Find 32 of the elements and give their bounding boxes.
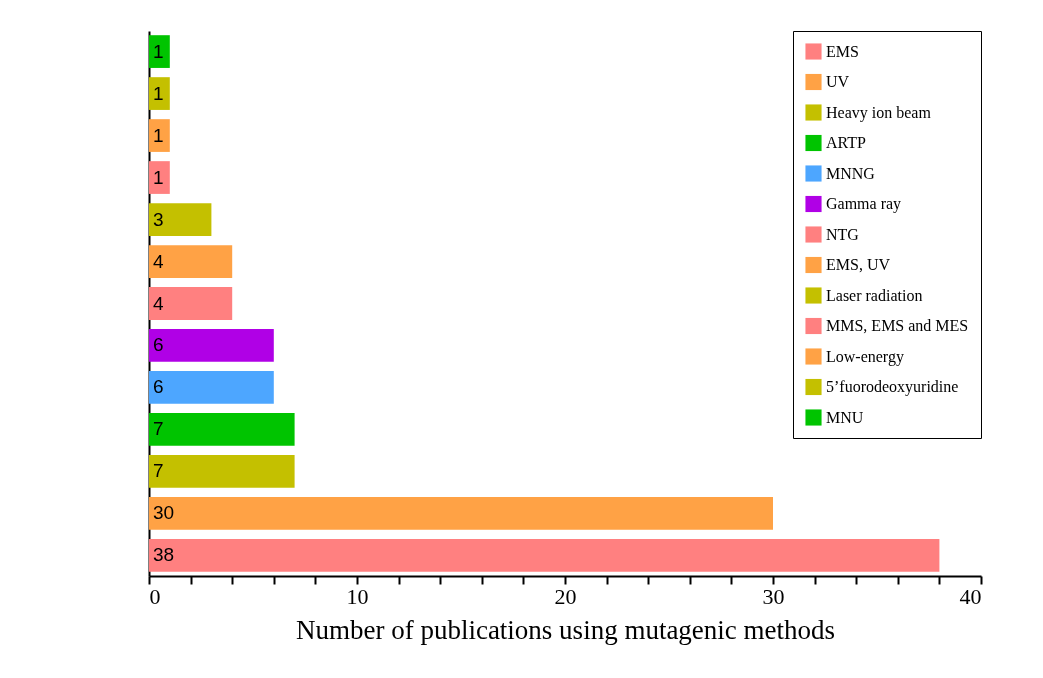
legend-label: NTG bbox=[826, 225, 860, 243]
x-axis-title: Number of publications using mutagenic methods bbox=[295, 614, 836, 645]
legend-label: 5’fuorodeoxyuridine bbox=[826, 378, 959, 396]
data-label: 6 bbox=[153, 376, 164, 398]
x-tick-label: 0 bbox=[149, 583, 161, 609]
legend-label: MNNG bbox=[826, 164, 876, 182]
data-label: 30 bbox=[153, 502, 175, 524]
x-tick-label: 10 bbox=[346, 583, 369, 609]
data-label: 7 bbox=[153, 418, 164, 440]
x-tick-label: 30 bbox=[762, 583, 785, 609]
legend-label: Low-energy bbox=[826, 347, 904, 366]
data-label: 38 bbox=[153, 544, 175, 566]
legend-label: EMS, UV bbox=[826, 256, 891, 273]
legend-label: EMS bbox=[826, 42, 859, 60]
legend-label: ARTP bbox=[826, 134, 867, 151]
legend-label: Heavy ion beam bbox=[826, 103, 932, 122]
data-label: 1 bbox=[153, 124, 164, 146]
data-label: 1 bbox=[153, 166, 164, 188]
data-label: 1 bbox=[153, 82, 164, 104]
data-label: 4 bbox=[153, 250, 164, 272]
legend-label: Gamma ray bbox=[826, 195, 902, 213]
legend-label: MNU bbox=[826, 408, 864, 426]
data-label: 7 bbox=[153, 460, 164, 482]
data-label: 3 bbox=[153, 208, 164, 230]
legend-label: MMS, EMS and MES bbox=[826, 317, 969, 334]
data-label: 1 bbox=[153, 40, 164, 62]
data-label: 6 bbox=[153, 334, 164, 356]
data-label: 4 bbox=[153, 292, 164, 314]
legend-label: UV bbox=[826, 73, 850, 90]
x-tick-label: 40 bbox=[959, 583, 982, 609]
x-tick-label: 20 bbox=[554, 583, 577, 609]
legend-label: Laser radiation bbox=[826, 286, 923, 304]
